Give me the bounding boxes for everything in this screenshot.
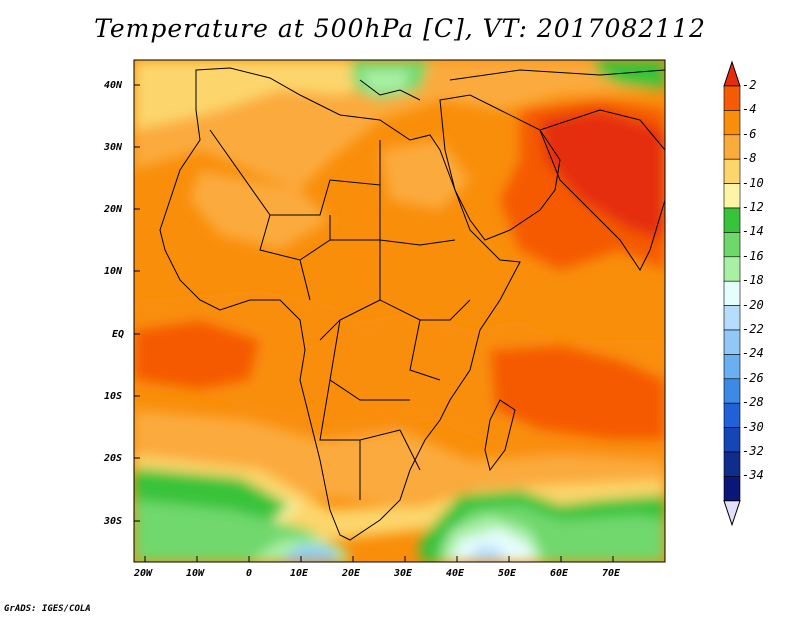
colorbar-swatch xyxy=(723,305,741,331)
colorbar-swatch xyxy=(723,183,741,209)
lon-label-20e: 20E xyxy=(342,568,361,579)
lon-label-50e: 50E xyxy=(498,568,517,579)
lon-label-40e: 40E xyxy=(446,568,465,579)
lon-label-20w: 20W xyxy=(134,568,153,579)
colorbar-swatch xyxy=(723,402,741,428)
colorbar-label: -24 xyxy=(742,346,764,361)
colorbar-label: -6 xyxy=(742,126,757,141)
colorbar-swatch xyxy=(723,158,741,184)
colorbar-label: -10 xyxy=(742,175,764,190)
colorbar-swatch xyxy=(723,354,741,380)
colorbar-label: -4 xyxy=(742,102,757,117)
temperature-field xyxy=(134,60,665,562)
colorbar-label: -28 xyxy=(742,395,764,410)
colorbar-label: -2 xyxy=(742,78,757,92)
colorbar-swatch xyxy=(723,232,741,258)
colorbar-label: -14 xyxy=(742,224,764,239)
colorbar-label: -8 xyxy=(742,151,757,166)
colorbar-swatch xyxy=(723,280,741,306)
colorbar-label: -20 xyxy=(742,297,764,312)
colorbar-swatch xyxy=(723,256,741,282)
lon-label-0: 0 xyxy=(246,568,253,579)
colorbar-swatch xyxy=(723,85,741,111)
colorbar-label: -26 xyxy=(742,370,764,385)
colorbar-label: -30 xyxy=(742,419,764,434)
colorbar-label: -34 xyxy=(742,468,764,483)
colorbar-label: -22 xyxy=(742,322,764,336)
colorbar-swatch xyxy=(723,134,741,160)
lat-label-10s: 10S xyxy=(104,391,123,402)
lon-label-70e: 70E xyxy=(602,568,621,579)
colorbar-arrow-bottom xyxy=(723,500,741,527)
colorbar-swatch xyxy=(723,451,741,477)
lat-label-40n: 40N xyxy=(104,80,123,91)
colorbar-swatch xyxy=(723,110,741,136)
lat-label-eq: EQ xyxy=(112,329,125,340)
colorbar-swatch xyxy=(723,207,741,233)
coastlines xyxy=(159,67,665,541)
colorbar-swatch xyxy=(723,476,741,502)
colorbar xyxy=(723,60,741,527)
map-title: Temperature at 500hPa [C], VT: 201708211… xyxy=(94,14,706,43)
lon-label-30e: 30E xyxy=(394,568,413,579)
lon-label-60e: 60E xyxy=(550,568,569,579)
lat-label-30n: 30N xyxy=(104,142,123,153)
lon-label-10w: 10W xyxy=(186,568,205,579)
colorbar-swatch xyxy=(723,329,741,355)
map-ticks xyxy=(134,84,614,562)
colorbar-label: -18 xyxy=(742,273,764,288)
colorbar-arrow-top xyxy=(723,60,741,87)
lat-label-20s: 20S xyxy=(104,453,123,464)
colorbar-swatch xyxy=(723,427,741,453)
colorbar-label: -12 xyxy=(742,200,764,214)
credit-text: GrADS: IGES/COLA xyxy=(4,604,91,614)
colorbar-swatch xyxy=(723,378,741,404)
lat-label-10n: 10N xyxy=(104,266,123,277)
lat-label-20n: 20N xyxy=(104,204,123,215)
map-frame xyxy=(133,59,666,563)
colorbar-label: -32 xyxy=(742,444,764,458)
colorbar-label: -16 xyxy=(742,248,764,263)
lon-label-10e: 10E xyxy=(290,568,309,579)
lat-label-30s: 30S xyxy=(104,516,123,527)
